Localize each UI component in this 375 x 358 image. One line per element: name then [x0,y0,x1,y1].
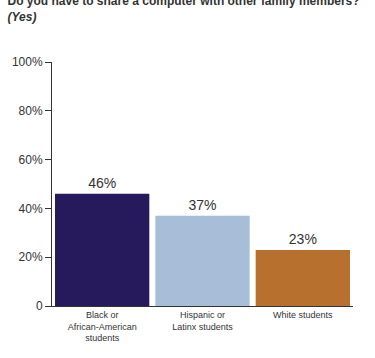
svg-text:80%: 80% [19,104,43,118]
svg-text:60%: 60% [19,153,43,167]
svg-text:0: 0 [36,299,43,313]
svg-text:Hispanic orLatinx students: Hispanic orLatinx students [172,310,233,332]
svg-text:20%: 20% [19,250,43,264]
svg-text:100%: 100% [12,55,43,69]
svg-text:Black orAfrican-Americanstuden: Black orAfrican-Americanstudents [68,310,137,343]
svg-text:White students: White students [273,310,333,320]
svg-text:37%: 37% [188,197,216,213]
svg-text:40%: 40% [19,202,43,216]
svg-text:46%: 46% [88,175,116,191]
svg-text:23%: 23% [289,231,317,247]
svg-text:Do you have to share a compute: Do you have to share a computer with oth… [8,0,360,24]
